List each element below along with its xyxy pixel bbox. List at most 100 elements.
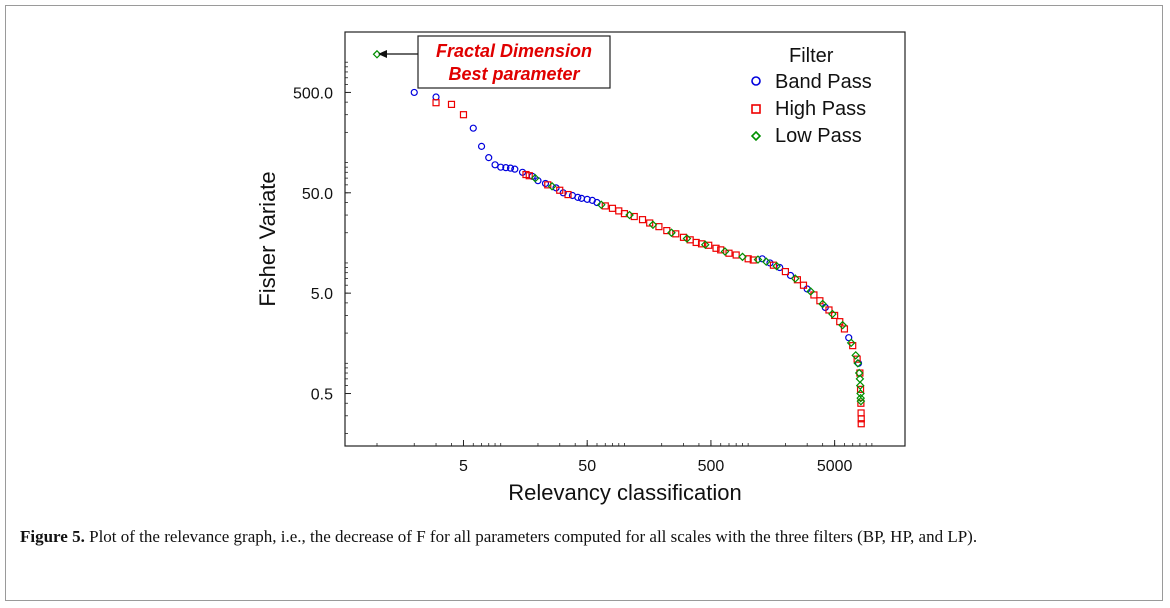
data-point-low-pass	[596, 200, 606, 210]
legend-marker-low-pass	[750, 130, 762, 142]
data-point-low-pass	[851, 351, 861, 360]
data-point-low-pass	[648, 220, 658, 230]
data-point-low-pass	[667, 228, 676, 238]
data-point-low-pass	[372, 49, 382, 59]
data-point-band-pass	[583, 195, 591, 203]
y-tick-label: 5.0	[311, 286, 333, 303]
data-point-low-pass	[846, 338, 856, 348]
x-axis-title: Relevancy classification	[508, 480, 742, 505]
data-point-high-pass	[672, 230, 680, 238]
annotation-line-2: Best parameter	[448, 64, 580, 84]
data-point-low-pass	[625, 210, 634, 220]
y-tick-label: 0.5	[311, 387, 333, 404]
data-point-low-pass	[761, 257, 771, 267]
data-point-band-pass	[497, 163, 505, 171]
data-point-low-pass	[700, 240, 710, 250]
legend-title: Filter	[789, 45, 834, 67]
data-point-band-pass	[410, 88, 418, 97]
data-point-high-pass	[432, 99, 440, 107]
legend-label-band-pass: Band Pass	[775, 71, 872, 93]
data-point-high-pass	[447, 100, 456, 108]
data-point-high-pass	[556, 186, 564, 194]
caption-label: Figure 5.	[20, 527, 85, 546]
data-point-high-pass	[601, 202, 609, 210]
data-point-low-pass	[806, 287, 816, 296]
data-points	[372, 49, 866, 428]
annotation-line-1: Fractal Dimension	[436, 41, 592, 61]
y-axis-title: Fisher Variate	[255, 171, 280, 306]
annotation-box	[417, 35, 611, 89]
data-point-high-pass	[781, 267, 790, 276]
x-tick-label: 5	[459, 458, 468, 475]
data-point-band-pass	[485, 154, 493, 162]
legend-label-low-pass: Low Pass	[775, 125, 862, 147]
data-point-low-pass	[856, 393, 866, 403]
x-tick-label: 50	[578, 458, 596, 475]
legend: Filter Band Pass High Pass Low Pass	[750, 45, 872, 147]
data-point-high-pass	[857, 415, 865, 423]
figure-frame	[5, 5, 1163, 601]
data-point-low-pass	[772, 261, 782, 271]
data-point-high-pass	[655, 223, 663, 231]
data-point-low-pass	[790, 274, 800, 283]
data-point-band-pass	[845, 334, 853, 342]
plot-area	[344, 31, 906, 447]
legend-marker-band-pass	[751, 76, 761, 86]
data-point-low-pass	[828, 309, 837, 319]
data-point-low-pass	[856, 396, 866, 406]
data-point-low-pass	[720, 247, 730, 256]
caption-text: Plot of the relevance graph, i.e., the d…	[84, 527, 978, 546]
data-point-high-pass	[638, 216, 647, 224]
legend-marker-high-pass	[751, 104, 761, 114]
data-point-high-pass	[810, 291, 818, 299]
data-point-band-pass	[541, 179, 550, 188]
data-point-high-pass	[608, 204, 617, 212]
data-point-band-pass	[502, 164, 510, 172]
data-point-high-pass	[825, 306, 833, 314]
data-point-high-pass	[769, 261, 778, 269]
data-point-high-pass	[749, 256, 757, 264]
data-point-band-pass	[786, 271, 795, 280]
data-point-low-pass	[853, 358, 863, 368]
data-point-high-pass	[525, 172, 533, 180]
data-point-high-pass	[459, 111, 468, 119]
data-point-high-pass	[857, 399, 865, 407]
y-tick-label: 500.0	[293, 85, 333, 102]
data-point-low-pass	[838, 320, 847, 330]
annotation-arrowhead	[378, 50, 387, 58]
data-point-low-pass	[738, 252, 747, 262]
data-point-high-pass	[799, 281, 808, 289]
data-point-low-pass	[855, 381, 865, 390]
data-point-low-pass	[753, 255, 763, 264]
data-point-band-pass	[477, 142, 486, 150]
data-point-high-pass	[564, 190, 572, 199]
data-point-high-pass	[663, 227, 671, 235]
data-point-high-pass	[856, 385, 865, 393]
data-point-high-pass	[857, 420, 865, 428]
annotation: Fractal Dimension Best parameter	[378, 35, 611, 89]
data-point-band-pass	[574, 193, 582, 201]
data-point-high-pass	[853, 355, 861, 363]
data-point-low-pass	[547, 181, 557, 191]
data-point-low-pass	[530, 173, 540, 183]
y-tick-label: 50.0	[302, 186, 333, 203]
data-point-high-pass	[840, 325, 849, 333]
data-point-high-pass	[679, 233, 688, 241]
x-tick-label: 5000	[817, 458, 853, 475]
data-point-band-pass	[506, 164, 515, 172]
data-point-high-pass	[732, 251, 740, 259]
data-point-high-pass	[692, 238, 700, 247]
axis-ticks: 5 50 500 5000 0.5 5.0 50.0 500.0	[293, 31, 873, 475]
fisher-variate-chart: 5 50 500 5000 0.5 5.0 50.0 500.0 Relevancy clas…	[255, 31, 906, 505]
data-point-high-pass	[646, 219, 654, 227]
data-point-band-pass	[552, 184, 560, 192]
data-point-band-pass	[577, 194, 586, 202]
data-point-high-pass	[712, 244, 720, 252]
data-point-high-pass	[697, 240, 706, 248]
data-point-band-pass	[469, 124, 477, 132]
data-point-low-pass	[818, 299, 827, 309]
data-point-band-pass	[511, 165, 519, 173]
data-point-high-pass	[857, 409, 865, 417]
figure-caption: Figure 5. Plot of the relevance graph, i…	[20, 525, 1150, 549]
data-point-high-pass	[705, 241, 713, 249]
